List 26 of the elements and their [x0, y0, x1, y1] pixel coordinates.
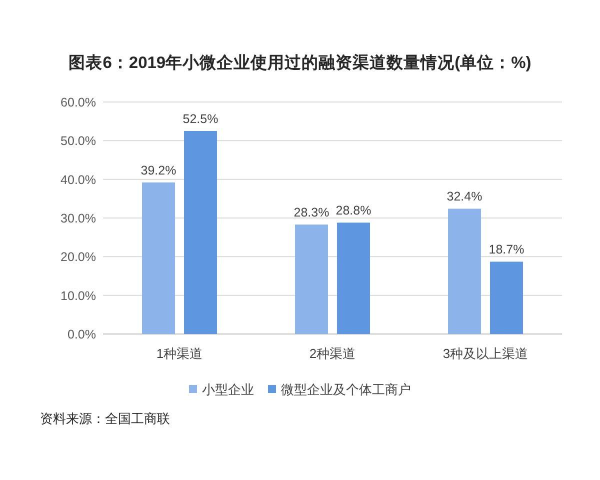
x-tick-label: 2种渠道 [309, 346, 356, 361]
y-tick-label: 0.0% [68, 328, 96, 342]
y-tick-label: 50.0% [60, 134, 96, 148]
x-tick-label: 3种及以上渠道 [442, 346, 528, 361]
bar [184, 131, 217, 334]
bar [337, 222, 370, 334]
x-tick-label: 1种渠道 [156, 346, 203, 361]
bar [490, 262, 523, 334]
bar [142, 182, 175, 334]
y-tick-label: 20.0% [60, 250, 96, 264]
data-label: 52.5% [182, 112, 218, 126]
data-label: 28.3% [294, 206, 330, 220]
legend-label: 小型企业 [202, 382, 254, 397]
data-label: 32.4% [446, 190, 482, 204]
data-label: 28.8% [336, 204, 372, 218]
bar [448, 208, 481, 334]
legend-label: 微型企业及个体工商户 [281, 382, 411, 397]
y-tick-label: 30.0% [60, 212, 96, 226]
data-label: 18.7% [488, 242, 524, 257]
y-tick-label: 10.0% [60, 288, 96, 303]
y-tick-label: 60.0% [60, 96, 96, 110]
text: 资料来源：全国工商联 [40, 411, 170, 426]
data-label: 39.2% [140, 163, 176, 178]
bar [295, 224, 328, 334]
y-tick-label: 40.0% [60, 172, 96, 187]
chart-title: 图表6：2019年小微企业使用过的融资渠道数量情况(单位：%) [68, 53, 532, 72]
